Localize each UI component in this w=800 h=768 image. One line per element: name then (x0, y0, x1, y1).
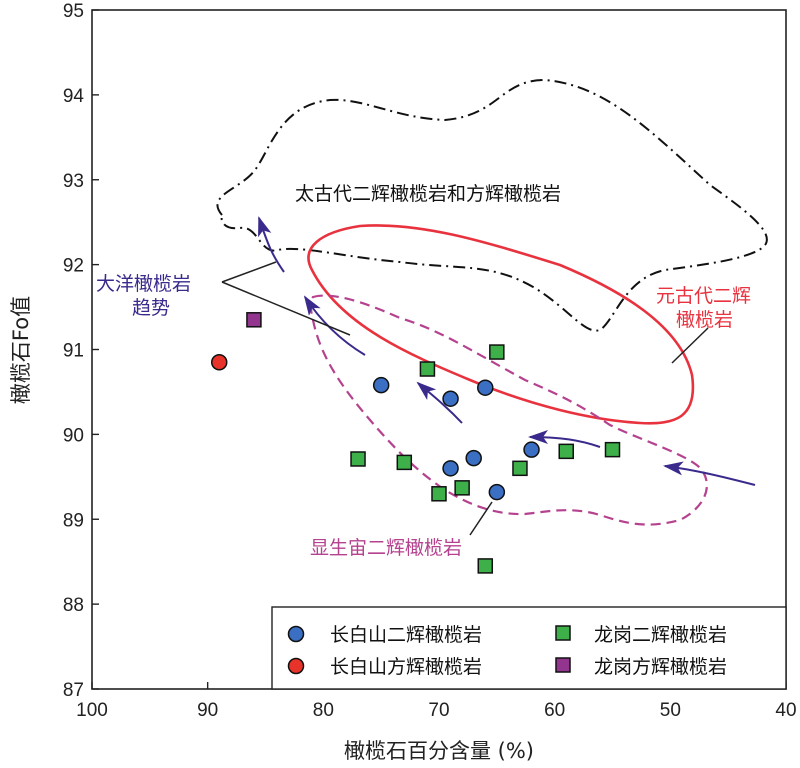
y-tick-label: 88 (63, 595, 84, 616)
y-tick-label: 89 (63, 510, 84, 531)
leader-ocean-to-arrow1 (221, 261, 277, 283)
data-point-series-2 (512, 460, 528, 477)
data-point-series-1 (210, 353, 228, 371)
data-points (210, 312, 621, 574)
data-point-series-2 (396, 454, 413, 471)
legend-marker-cbs-harzburgite (287, 657, 305, 675)
data-point-series-2 (489, 344, 505, 360)
data-point-series-0 (488, 483, 506, 501)
x-tick-label: 70 (428, 700, 449, 721)
x-tick-label: 100 (76, 700, 108, 721)
data-point-series-0 (523, 441, 540, 458)
y-tick-label: 92 (63, 256, 84, 277)
data-point-series-2 (431, 486, 447, 502)
y-tick-label: 91 (63, 341, 84, 362)
x-tick-label: 60 (544, 700, 565, 721)
legend-label-cbs-harzburgite: 长白山方辉橄榄岩 (330, 656, 482, 678)
data-point-series-0 (442, 390, 459, 407)
data-point-series-0 (465, 449, 482, 467)
proterozoic-label-line2: 橄榄岩 (676, 309, 733, 331)
leader-ocean-to-arrow2 (221, 281, 351, 336)
x-tick-label: 50 (660, 700, 681, 721)
data-point-series-0 (477, 379, 494, 396)
y-tick-label: 94 (63, 86, 85, 107)
data-point-series-0 (372, 376, 390, 394)
legend-marker-lg-harzburgite (555, 657, 571, 673)
archean-field-outline (216, 78, 768, 332)
y-axis: 87 88 89 90 91 92 93 94 95 (63, 1, 99, 701)
y-tick-label: 90 (63, 425, 84, 446)
data-point-series-3 (246, 312, 262, 328)
trend-arrow-3 (416, 381, 463, 424)
legend-marker-lg-lherzolite (555, 625, 571, 641)
data-point-series-2 (419, 361, 436, 377)
y-axis-title: 橄榄石Fo值 (9, 296, 33, 404)
trend-arrow-4 (528, 430, 601, 448)
proterozoic-label-line1: 元古代二辉 (656, 285, 751, 307)
x-tick-label: 40 (775, 700, 796, 721)
trend-arrow-5 (663, 461, 756, 486)
data-point-series-2 (558, 443, 574, 460)
phanerozoic-field-outline (309, 294, 708, 526)
legend-label-lg-lherzolite: 龙岗二辉橄榄岩 (594, 624, 727, 646)
data-point-series-0 (442, 460, 459, 477)
legend-marker-cbs-lherzolite (287, 625, 305, 643)
legend: 长白山二辉橄榄岩 长白山方辉橄榄岩 龙岗二辉橄榄岩 龙岗方辉橄榄岩 (271, 606, 787, 690)
legend-label-lg-harzburgite: 龙岗方辉橄榄岩 (594, 656, 727, 678)
ocean-trend-label-line1: 大洋橄榄岩 (96, 273, 191, 295)
y-tick-label: 87 (63, 680, 84, 701)
x-tick-label: 90 (197, 700, 218, 721)
y-tick-label: 95 (63, 1, 84, 22)
archean-label: 太古代二辉橄榄岩和方辉橄榄岩 (295, 183, 561, 205)
phanerozoic-label: 显生宙二辉橄榄岩 (310, 537, 462, 559)
legend-box (271, 606, 787, 690)
trend-arrow-1 (258, 216, 285, 273)
x-tick-label: 80 (313, 700, 334, 721)
legend-label-cbs-lherzolite: 长白山二辉橄榄岩 (330, 624, 482, 646)
data-point-series-2 (604, 441, 621, 458)
ocean-trend-label-line2: 趋势 (132, 297, 170, 319)
data-point-series-2 (350, 451, 366, 467)
data-point-series-2 (477, 558, 494, 574)
x-axis-title: 橄榄石百分含量 (%) (344, 739, 534, 763)
data-point-series-2 (454, 480, 470, 496)
leader-phanerozoic (469, 501, 493, 536)
trend-arrow-2 (303, 295, 366, 356)
y-tick-label: 93 (63, 171, 84, 192)
proterozoic-field-outline (307, 224, 695, 425)
leader-proterozoic (671, 327, 709, 364)
